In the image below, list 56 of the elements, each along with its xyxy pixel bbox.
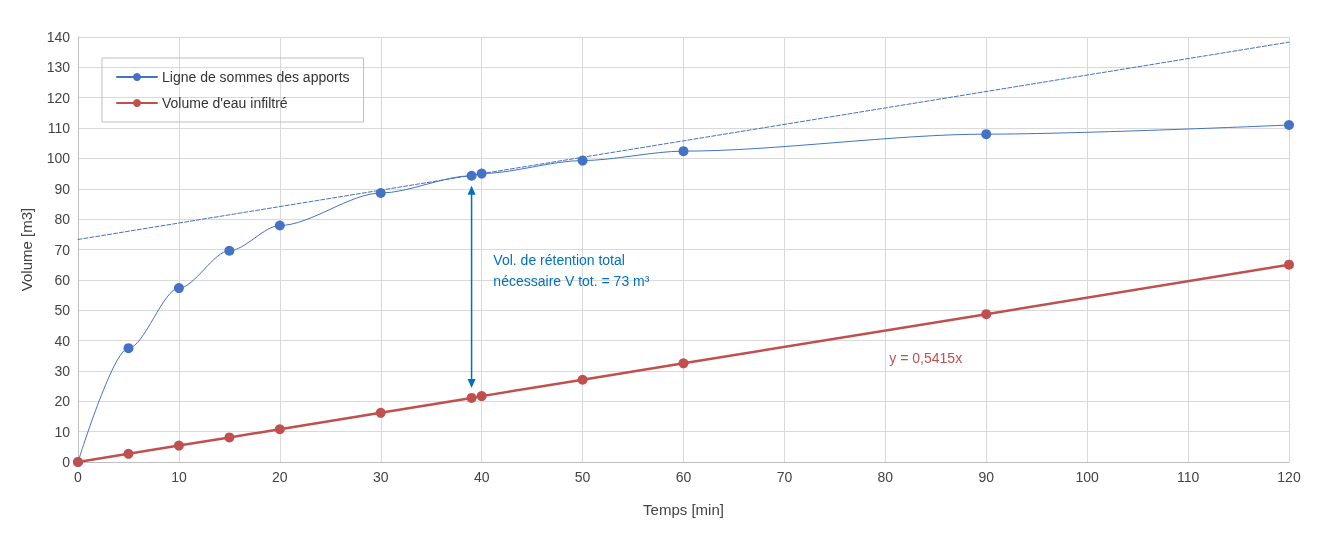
- point: [466, 392, 477, 403]
- point: [577, 374, 588, 385]
- y-tick-label: 140: [46, 29, 71, 45]
- y-tick-label: 40: [54, 332, 71, 349]
- point: [1284, 120, 1294, 131]
- y-tick-label: 120: [46, 89, 71, 106]
- x-tick-label: 120: [1277, 469, 1301, 485]
- x-tick-label: 80: [877, 469, 894, 485]
- x-tick-label: 60: [675, 469, 692, 485]
- annotation: Vol. de rétention total nécessaire V tot. = 73 m³: [493, 252, 650, 290]
- legend-label: Volume d'eau infiltré: [162, 95, 288, 111]
- point: [476, 168, 487, 179]
- point: [173, 440, 184, 451]
- y-tick-label: 90: [54, 180, 71, 197]
- point: [224, 432, 235, 443]
- y-tick-label: 130: [46, 59, 71, 76]
- point: [476, 391, 487, 402]
- x-tick-label: 90: [978, 469, 995, 485]
- x-tick-label: 20: [272, 469, 288, 485]
- annotation: y = 0,5415x: [889, 349, 963, 366]
- point: [375, 188, 386, 199]
- point: [375, 407, 386, 418]
- point: [173, 283, 184, 294]
- point: [274, 220, 285, 231]
- x-tick-label: 100: [1075, 469, 1100, 485]
- y-tick-label: 20: [54, 393, 71, 410]
- point: [123, 448, 134, 459]
- x-tick-label: 110: [1176, 469, 1200, 485]
- y-tick-label: 100: [46, 150, 71, 167]
- x-tick-label: 70: [776, 469, 793, 485]
- point: [678, 358, 689, 369]
- y-tick-label: 30: [54, 362, 71, 379]
- point: [466, 170, 477, 181]
- y-tick-label: 110: [47, 120, 71, 137]
- x-tick-label: 50: [574, 469, 591, 485]
- legend-label: Ligne de sommes des apports: [162, 69, 350, 85]
- y-axis-title: Volume [m3]: [18, 207, 35, 292]
- point: [678, 146, 689, 157]
- x-axis-title: Temps [min]: [643, 501, 724, 518]
- point: [274, 424, 285, 435]
- point: [1284, 259, 1294, 270]
- point: [224, 245, 235, 256]
- point: [981, 309, 992, 320]
- y-tick-label: 0: [62, 454, 71, 470]
- y-tick-label: 10: [54, 423, 71, 440]
- x-tick-label: 0: [74, 469, 83, 485]
- y-tick-label: 60: [54, 271, 71, 288]
- x-tick-label: 10: [171, 469, 187, 485]
- point: [577, 155, 588, 166]
- y-tick-label: 50: [54, 302, 71, 319]
- x-tick-label: 40: [473, 469, 490, 485]
- y-tick-label: 70: [54, 241, 71, 258]
- y-tick-label: 80: [54, 211, 71, 228]
- point: [123, 343, 134, 354]
- point: [981, 129, 992, 140]
- x-tick-label: 30: [372, 469, 389, 485]
